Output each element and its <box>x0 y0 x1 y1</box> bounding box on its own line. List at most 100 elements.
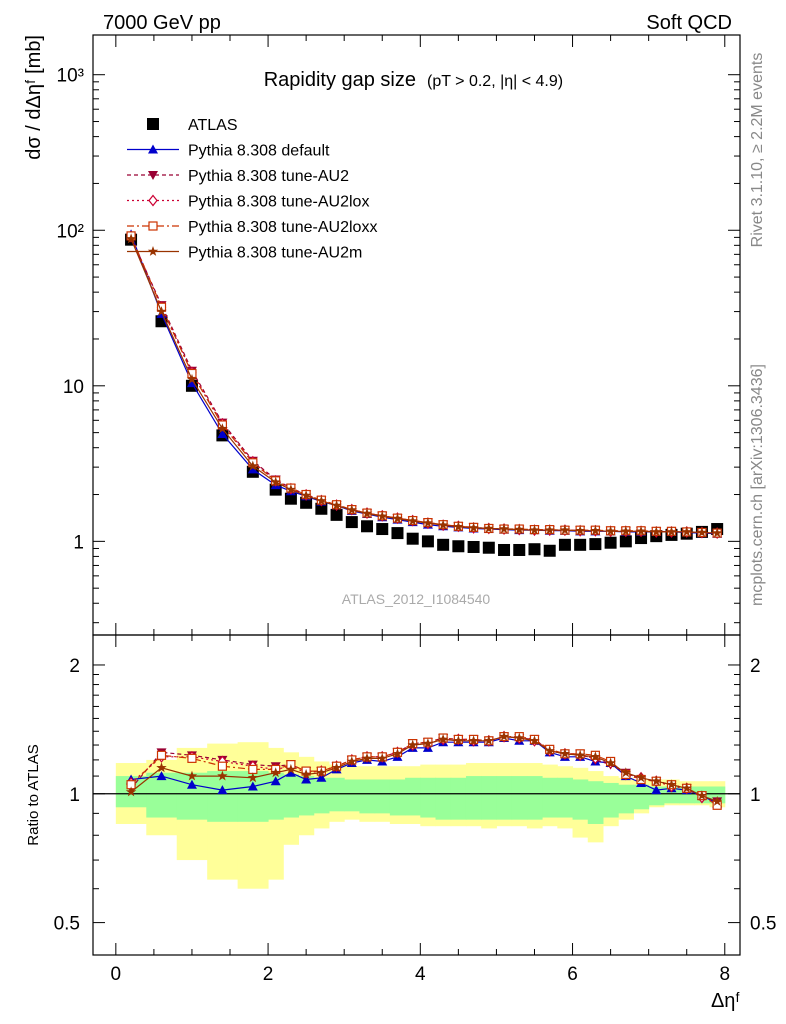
main-y-tick-label: 10³ <box>57 66 84 87</box>
ratio-point-default <box>285 767 296 777</box>
ratio-y-tick-label: 2 <box>69 656 80 677</box>
point-tune-au2m <box>422 517 434 528</box>
atlas-data-point <box>574 538 587 551</box>
ratio-point-tune-au2m <box>361 752 373 763</box>
point-tune-au2m <box>270 476 281 487</box>
header-energy-label: 7000 GeV pp <box>103 12 221 34</box>
point-tune-au2m <box>559 524 571 535</box>
point-tune-au2m <box>247 460 259 471</box>
point-tune-au2m <box>544 524 555 535</box>
uncertainty-band-inner <box>465 776 482 820</box>
atlas-data-point <box>467 540 480 553</box>
ratio-point-default <box>156 771 167 781</box>
ratio-panel-frame <box>92 634 741 956</box>
legend-label-tune-au2loxx: Pythia 8.308 tune-AU2loxx <box>188 219 377 236</box>
atlas-data-point <box>315 502 328 515</box>
uncertainty-band-inner <box>359 779 376 814</box>
point-tune-au2m <box>635 525 647 536</box>
ratio-point-tune-au2m <box>346 756 357 766</box>
atlas-data-point <box>361 520 374 533</box>
ratio-plot-content <box>93 730 740 889</box>
legend-marker-tune-au2 <box>148 171 158 180</box>
uncertainty-band-inner <box>542 777 558 818</box>
ratio-point-default <box>316 772 327 782</box>
legend-label-default: Pythia 8.308 default <box>188 143 330 160</box>
uncertainty-band-inner <box>328 777 345 812</box>
point-tune-au2m <box>696 527 708 537</box>
point-tune-au2m <box>514 524 525 534</box>
legend-marker-atlas <box>147 118 159 130</box>
uncertainty-band-inner <box>602 782 619 818</box>
ratio-y-tick-label: 0.5 <box>54 914 80 935</box>
uncertainty-band-inner <box>481 776 497 820</box>
series-line-tune-au2m <box>130 238 718 534</box>
point-default <box>217 428 228 438</box>
main-y-tick-label: 1 <box>73 532 84 553</box>
series-line-default <box>130 234 718 535</box>
uncertainty-band-inner <box>313 777 330 814</box>
legend-label-atlas: ATLAS <box>188 117 238 134</box>
legend-label-tune-au2lox: Pythia 8.308 tune-AU2lox <box>188 194 369 211</box>
legend-marker-default <box>148 144 158 154</box>
point-tune-au2m <box>453 521 464 532</box>
point-tune-au2m <box>468 522 479 533</box>
point-tune-au2m <box>392 513 403 524</box>
uncertainty-band-inner <box>435 777 452 820</box>
ratio-point-tune-au2m <box>529 735 540 746</box>
x-tick-label: 0 <box>111 964 122 985</box>
ratio-y-axis-label: Ratio to ATLAS <box>25 744 42 845</box>
point-tune-au2m <box>590 525 601 536</box>
ratio-point-tune-au2m <box>605 757 616 768</box>
ratio-point-tune-au2m <box>711 795 723 806</box>
point-tune-au2m <box>605 525 616 536</box>
ratio-panel: 0.5 0.5 1 1 2 2 0 2 4 6 8 Ratio to ATLAS Δηᶠ <box>25 634 776 1012</box>
atlas-data-point <box>513 543 526 556</box>
point-tune-au2m <box>331 500 342 510</box>
point-tune-au2m <box>437 519 449 530</box>
ratio-point-default <box>651 785 662 795</box>
ratio-point-tune-au2m <box>498 731 510 742</box>
ratio-point-tune-au2m <box>666 779 677 790</box>
ratio-point-tune-au2m <box>559 748 571 759</box>
main-plot-subtitle: (pT > 0.2, |η| < 4.9) <box>427 73 563 90</box>
main-axes: 1 10 10² 10³ <box>57 35 740 635</box>
ratio-point-tune-au2m <box>635 772 647 783</box>
ratio-point-tune-au2m <box>217 770 228 781</box>
ratio-point-tune-au2loxx <box>248 764 258 775</box>
ratio-point-tune-au2m <box>316 767 327 778</box>
series-line-tune-au2loxx <box>130 235 718 534</box>
point-tune-au2m <box>711 527 723 538</box>
point-tune-au2m <box>285 484 297 495</box>
uncertainty-band-inner <box>207 771 239 822</box>
uncertainty-band-inner <box>420 777 437 818</box>
legend-marker-tune-au2loxx <box>148 221 158 231</box>
main-y-tick-label: 10² <box>57 221 84 242</box>
legend-label-tune-au2m: Pythia 8.308 tune-AU2m <box>188 245 362 262</box>
ratio-point-tune-au2loxx <box>217 761 227 771</box>
ratio-point-tune-au2loxx <box>156 750 167 760</box>
x-tick-label: 8 <box>719 964 730 985</box>
atlas-data-point <box>498 543 511 556</box>
ratio-point-tune-au2m <box>514 732 525 743</box>
ratio-y-tick-label-right: 0.5 <box>750 914 776 935</box>
atlas-data-point <box>604 536 617 549</box>
atlas-data-point <box>543 544 556 557</box>
atlas-data-point <box>437 538 450 551</box>
point-tune-au2m <box>316 495 327 506</box>
uncertainty-band-inner <box>344 779 360 812</box>
atlas-data-point <box>406 532 419 545</box>
uncertainty-band-inner <box>374 779 391 814</box>
ratio-point-default <box>217 785 228 795</box>
x-tick-label: 6 <box>567 964 578 985</box>
x-tick-label: 4 <box>415 964 426 985</box>
atlas-data-point <box>452 540 465 553</box>
legend-marker-tune-au2m <box>147 246 159 256</box>
mcplots-reference-label: mcplots.cern.ch [arXiv:1306.3436] <box>749 364 766 606</box>
atlas-data-point <box>284 492 297 505</box>
ratio-point-tune-au2m <box>422 738 434 749</box>
ratio-point-default <box>186 779 197 789</box>
point-tune-au2m <box>483 523 494 533</box>
ratio-point-tune-au2m <box>331 762 342 773</box>
ratio-point-tune-au2m <box>620 767 632 778</box>
point-tune-au2m <box>156 306 167 316</box>
